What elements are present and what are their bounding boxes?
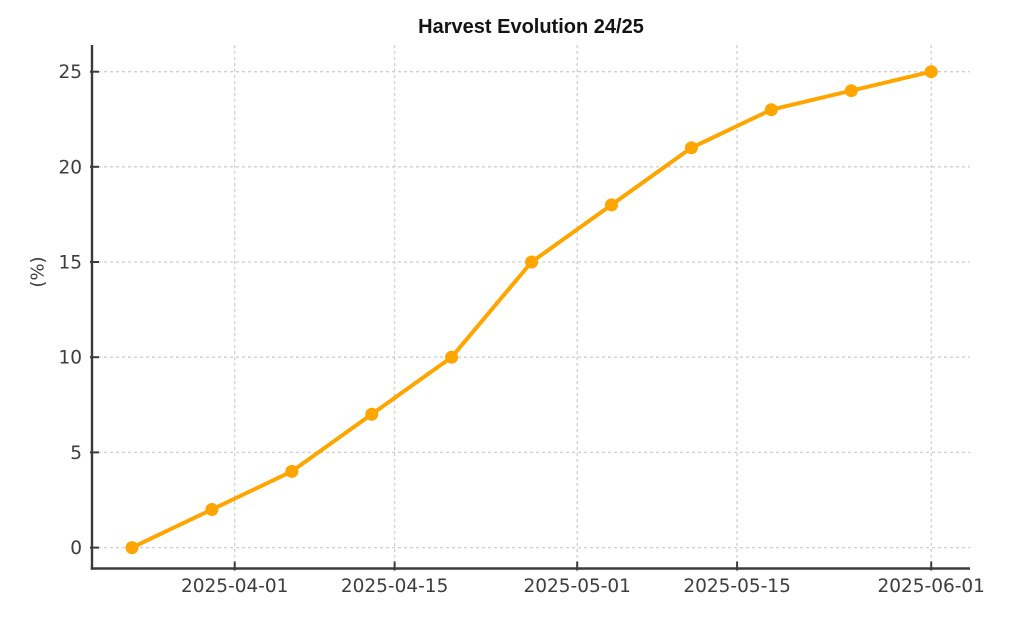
y-axis: 0 5 10 15 20 25	[58, 62, 99, 559]
y-tick-label: 0	[70, 538, 82, 559]
data-point-marker	[844, 84, 858, 98]
y-tick-label: 10	[58, 348, 82, 369]
y-tick-label: 5	[70, 443, 82, 464]
x-tick-label: 2025-06-01	[877, 576, 985, 597]
data-point-marker	[365, 407, 379, 421]
y-tick-label: 25	[58, 62, 82, 83]
data-point-marker	[764, 103, 778, 117]
chart-title: Harvest Evolution 24/25	[418, 16, 644, 38]
x-axis: 2025-04-01 2025-04-15 2025-05-01 2025-05-15…	[181, 561, 985, 597]
series-line	[130, 69, 934, 550]
x-tick-label: 2025-05-15	[683, 576, 791, 597]
data-point-marker	[684, 141, 698, 155]
y-tick-label: 15	[58, 253, 82, 274]
data-point-marker	[605, 198, 618, 212]
data-point-marker	[125, 541, 139, 555]
x-tick-label: 2025-04-15	[341, 576, 449, 597]
data-point-marker	[924, 65, 938, 79]
y-tick-label: 20	[58, 157, 82, 178]
grid-lines	[92, 45, 970, 569]
data-point-marker	[285, 464, 299, 478]
x-tick-label: 2025-04-01	[181, 576, 289, 597]
x-tick-label: 2025-05-01	[523, 576, 631, 597]
data-point-marker	[205, 503, 219, 516]
data-point-marker	[445, 350, 459, 364]
data-point-marker	[525, 255, 539, 269]
